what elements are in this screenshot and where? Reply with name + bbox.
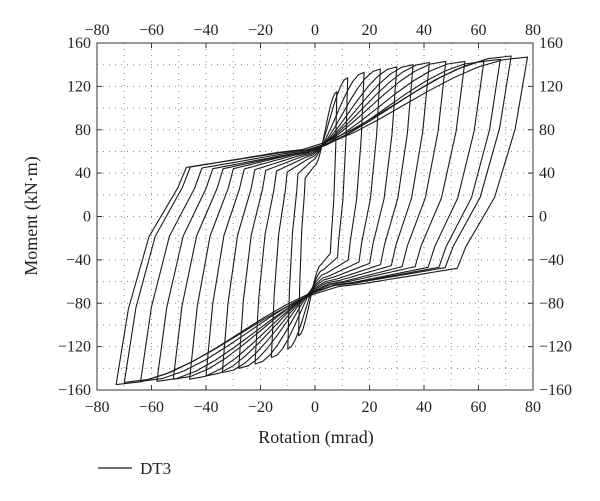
x-tick-label: 80	[525, 399, 541, 416]
x-tick-label-top: 40	[416, 22, 432, 39]
x-tick-label: −60	[139, 399, 164, 416]
y-tick-label-right: −160	[539, 382, 572, 399]
x-axis-title: Rotation (mrad)	[258, 427, 373, 448]
y-tick-label: −40	[66, 252, 91, 269]
axis-ticks: −80 −80 −60 −60 −40 −40 −20 −20 0 0 20 20 40 40 60 60 80…	[58, 22, 572, 416]
x-tick-label: 60	[471, 399, 487, 416]
y-tick-label-right: 120	[539, 78, 563, 95]
x-tick-label-top: −60	[139, 22, 164, 39]
hysteresis-loop-1	[298, 91, 338, 337]
x-tick-label: 0	[311, 399, 319, 416]
y-tick-label: 120	[67, 78, 91, 95]
hysteresis-loop-9	[172, 60, 466, 380]
hysteresis-loop-12	[123, 55, 512, 383]
x-tick-label-top: 60	[471, 22, 487, 39]
x-tick-label: −40	[193, 399, 218, 416]
hysteresis-loop-13	[115, 56, 529, 386]
plot-area	[115, 55, 529, 386]
x-tick-label-top: 80	[525, 22, 541, 39]
grid	[97, 43, 533, 390]
y-tick-label-right: 80	[539, 122, 555, 139]
legend-label: DT3	[140, 459, 171, 478]
hysteresis-loop-10	[156, 60, 485, 382]
x-tick-label-top: 0	[311, 22, 319, 39]
hysteresis-loop-4	[254, 68, 381, 365]
y-tick-label: 0	[83, 209, 91, 226]
y-tick-label-right: −40	[539, 252, 564, 269]
y-tick-label-right: 40	[539, 165, 555, 182]
y-tick-label: −80	[66, 295, 91, 312]
x-tick-label: −20	[248, 399, 273, 416]
y-tick-label-right: 160	[539, 35, 563, 52]
x-tick-label-top: −20	[248, 22, 273, 39]
y-tick-label: 160	[67, 35, 91, 52]
x-tick-label: 40	[416, 399, 432, 416]
hysteresis-loop-8	[189, 60, 447, 380]
y-tick-label: −160	[58, 382, 91, 399]
y-tick-label: 80	[75, 122, 91, 139]
x-tick-label: −80	[84, 399, 109, 416]
x-tick-label-top: 20	[362, 22, 378, 39]
y-tick-label-right: 0	[539, 209, 547, 226]
y-axis-title: Moment (kN·m)	[21, 156, 42, 275]
y-tick-label-right: −120	[539, 339, 572, 356]
y-tick-label: −120	[58, 339, 91, 356]
legend: DT3	[98, 459, 171, 478]
hysteresis-loop-3	[270, 71, 365, 359]
x-tick-label-top: −40	[193, 22, 218, 39]
hysteresis-loop-2	[287, 77, 349, 350]
y-tick-label: 40	[75, 165, 91, 182]
y-tick-label-right: −80	[539, 295, 564, 312]
x-tick-label-top: −80	[84, 22, 109, 39]
x-tick-label: 20	[362, 399, 378, 416]
hysteresis-loop-5	[238, 66, 398, 369]
